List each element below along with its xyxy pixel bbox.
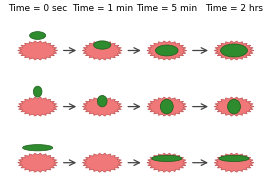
Ellipse shape	[97, 95, 107, 107]
Text: Time = 1 min: Time = 1 min	[72, 4, 133, 13]
Ellipse shape	[152, 155, 182, 162]
Polygon shape	[147, 41, 187, 60]
Ellipse shape	[23, 145, 53, 151]
Polygon shape	[147, 97, 187, 116]
Polygon shape	[214, 153, 254, 172]
Polygon shape	[147, 153, 187, 172]
Polygon shape	[18, 153, 58, 172]
Polygon shape	[82, 97, 122, 116]
Ellipse shape	[219, 155, 249, 162]
Ellipse shape	[30, 32, 46, 39]
Polygon shape	[18, 97, 58, 116]
Polygon shape	[82, 153, 122, 172]
Ellipse shape	[160, 99, 173, 114]
Text: Time = 2 hrs: Time = 2 hrs	[205, 4, 263, 13]
Ellipse shape	[228, 99, 240, 114]
Text: Time = 5 min: Time = 5 min	[136, 4, 197, 13]
Ellipse shape	[94, 41, 111, 49]
Ellipse shape	[221, 44, 247, 57]
Polygon shape	[214, 97, 254, 116]
Ellipse shape	[155, 45, 178, 56]
Ellipse shape	[33, 86, 42, 97]
Polygon shape	[18, 41, 58, 60]
Text: Time = 0 sec: Time = 0 sec	[8, 4, 67, 13]
Polygon shape	[214, 41, 254, 60]
Polygon shape	[82, 41, 122, 60]
